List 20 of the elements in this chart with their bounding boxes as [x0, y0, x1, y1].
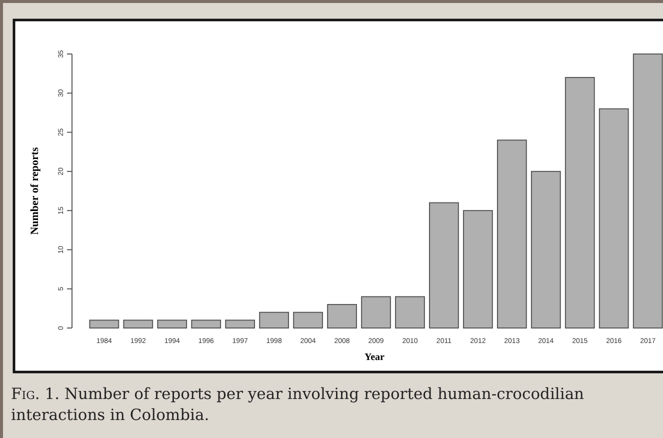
bar	[632, 54, 663, 328]
y-axis-title: Number of reports	[29, 146, 41, 235]
caption: Fig. 1. Number of reports per year involving reported human-crocodilian interactions in Colombia.	[11, 385, 584, 424]
bar	[530, 170, 561, 328]
bar	[157, 320, 188, 328]
bar	[327, 304, 357, 328]
x-axis-title: Year	[364, 352, 386, 363]
bar	[429, 202, 459, 328]
bar	[564, 76, 595, 328]
bar	[259, 312, 289, 328]
bar	[463, 210, 493, 328]
bar	[361, 296, 391, 328]
bar	[395, 296, 425, 328]
bar	[123, 320, 154, 328]
bar	[496, 140, 527, 328]
bar	[225, 320, 256, 328]
bar	[89, 320, 120, 328]
bar	[293, 312, 323, 328]
bar	[598, 108, 629, 328]
bar	[191, 320, 222, 328]
